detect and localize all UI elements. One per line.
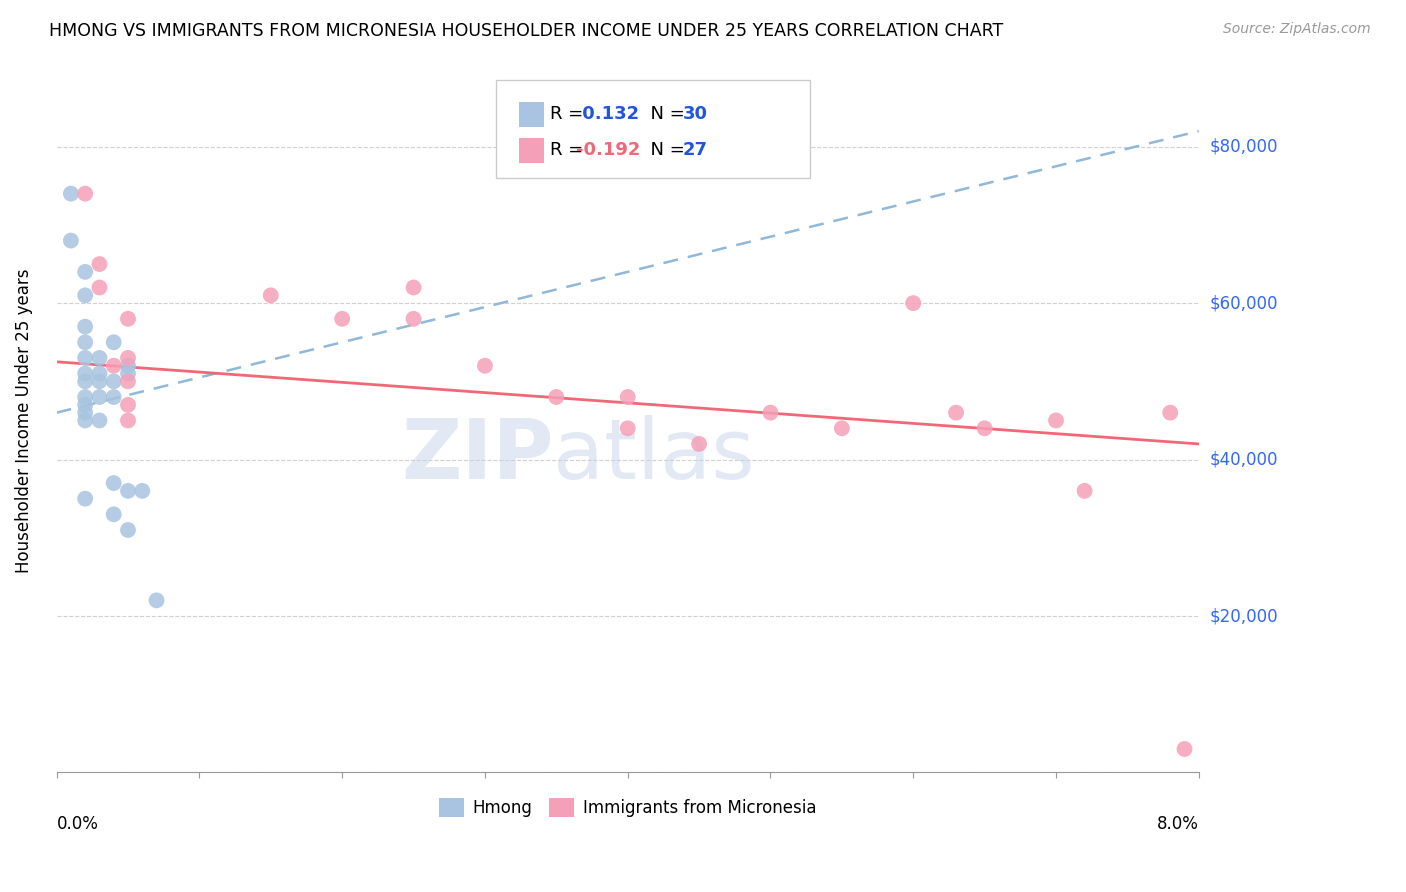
Point — [546, 390, 568, 404]
Point — [616, 390, 638, 404]
Point — [75, 491, 97, 506]
Point — [131, 483, 153, 498]
Point — [103, 335, 125, 350]
Text: N =: N = — [640, 105, 690, 123]
Point — [117, 483, 139, 498]
Text: ZIP: ZIP — [401, 415, 554, 496]
Point — [89, 413, 111, 427]
Point — [117, 398, 139, 412]
Point — [89, 390, 111, 404]
Point — [260, 288, 283, 302]
FancyBboxPatch shape — [519, 102, 544, 127]
Point — [688, 437, 710, 451]
Point — [89, 257, 111, 271]
Text: R =: R = — [550, 105, 589, 123]
Point — [75, 335, 97, 350]
Point — [89, 367, 111, 381]
Text: $80,000: $80,000 — [1211, 137, 1278, 156]
Point — [59, 234, 82, 248]
Point — [75, 398, 97, 412]
Point — [59, 186, 82, 201]
Point — [117, 523, 139, 537]
Point — [330, 311, 353, 326]
Text: $40,000: $40,000 — [1211, 450, 1278, 468]
Point — [75, 406, 97, 420]
Text: 27: 27 — [682, 141, 707, 159]
Point — [75, 288, 97, 302]
Text: 30: 30 — [682, 105, 707, 123]
Text: 8.0%: 8.0% — [1157, 815, 1199, 833]
Point — [103, 476, 125, 491]
Point — [117, 367, 139, 381]
Point — [117, 311, 139, 326]
Point — [117, 359, 139, 373]
Point — [474, 359, 496, 373]
Point — [1045, 413, 1067, 427]
Legend: Hmong, Immigrants from Micronesia: Hmong, Immigrants from Micronesia — [433, 791, 823, 824]
Point — [75, 265, 97, 279]
Point — [1073, 483, 1095, 498]
Point — [75, 413, 97, 427]
Point — [117, 375, 139, 389]
Point — [1159, 406, 1181, 420]
Text: atlas: atlas — [554, 415, 755, 496]
Point — [616, 421, 638, 435]
Text: N =: N = — [640, 141, 690, 159]
Text: $60,000: $60,000 — [1211, 294, 1278, 312]
Text: HMONG VS IMMIGRANTS FROM MICRONESIA HOUSEHOLDER INCOME UNDER 25 YEARS CORRELATIO: HMONG VS IMMIGRANTS FROM MICRONESIA HOUS… — [49, 22, 1004, 40]
Point — [117, 413, 139, 427]
Text: $20,000: $20,000 — [1211, 607, 1278, 625]
Text: R =: R = — [550, 141, 589, 159]
Point — [973, 421, 995, 435]
Text: 0.0%: 0.0% — [56, 815, 98, 833]
Text: 0.132: 0.132 — [576, 105, 640, 123]
Point — [75, 367, 97, 381]
FancyBboxPatch shape — [519, 137, 544, 163]
Point — [89, 351, 111, 365]
Point — [945, 406, 967, 420]
Point — [103, 508, 125, 522]
Point — [402, 280, 425, 294]
Point — [103, 359, 125, 373]
Text: Source: ZipAtlas.com: Source: ZipAtlas.com — [1223, 22, 1371, 37]
Y-axis label: Householder Income Under 25 years: Householder Income Under 25 years — [15, 268, 32, 573]
FancyBboxPatch shape — [496, 80, 810, 178]
Text: -0.192: -0.192 — [576, 141, 641, 159]
Point — [103, 390, 125, 404]
Point — [145, 593, 167, 607]
Point — [1173, 742, 1195, 756]
Point — [103, 375, 125, 389]
Point — [402, 311, 425, 326]
Point — [117, 351, 139, 365]
Point — [831, 421, 853, 435]
Point — [75, 375, 97, 389]
Point — [75, 319, 97, 334]
Point — [89, 280, 111, 294]
Point — [75, 186, 97, 201]
Point — [759, 406, 782, 420]
Point — [903, 296, 925, 310]
Point — [89, 375, 111, 389]
Point — [75, 390, 97, 404]
Point — [75, 351, 97, 365]
